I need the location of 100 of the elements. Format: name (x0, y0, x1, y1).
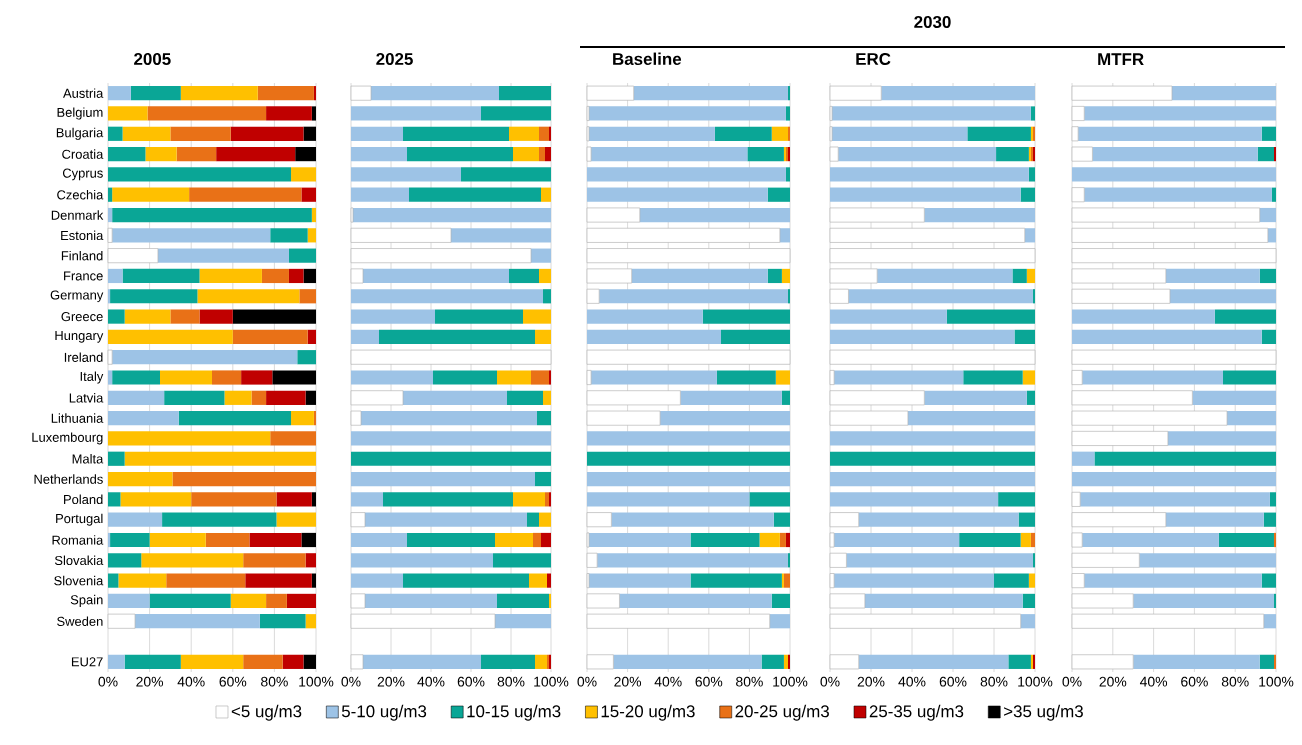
bar (834, 370, 964, 385)
bar (714, 126, 772, 141)
bar (702, 309, 791, 324)
x-tick-label: 40% (417, 676, 445, 687)
bar (435, 309, 524, 324)
y-tick-label: Cyprus (62, 168, 103, 181)
bar (301, 187, 316, 202)
bar (1169, 289, 1277, 304)
bar (549, 126, 552, 141)
bar (541, 532, 552, 548)
bar (124, 309, 171, 324)
bar (297, 350, 316, 365)
legend-label: 15-20 ug/m3 (601, 704, 695, 721)
bar (261, 268, 289, 284)
bar (829, 126, 833, 142)
bar (829, 146, 839, 162)
bar (451, 228, 552, 243)
x-tick-label: 60% (695, 676, 723, 687)
bar (545, 492, 550, 507)
bar (481, 106, 552, 121)
bar (1133, 593, 1274, 609)
bar (1071, 248, 1277, 264)
bar (110, 289, 198, 304)
bar (170, 126, 231, 141)
bar (994, 573, 1029, 588)
bar (1028, 573, 1036, 588)
bar (1192, 390, 1277, 405)
bar (166, 573, 246, 588)
bar (539, 512, 552, 527)
bar (1012, 268, 1027, 284)
bar (108, 289, 111, 304)
bar (350, 268, 364, 284)
bar (1263, 614, 1277, 629)
bar (311, 207, 316, 223)
bar (276, 492, 312, 507)
bar (1030, 106, 1036, 121)
bar (497, 370, 532, 385)
bar (1072, 471, 1277, 487)
bar (587, 329, 721, 344)
bar (761, 654, 784, 669)
bar (245, 573, 312, 588)
bar (589, 573, 691, 588)
bar (1080, 492, 1270, 507)
bar (597, 553, 788, 568)
bar (108, 390, 165, 405)
bar (619, 593, 772, 609)
bar (660, 411, 791, 426)
bar (407, 532, 496, 548)
bar (690, 573, 782, 588)
bar (162, 512, 277, 527)
bar (108, 593, 150, 609)
bar (785, 532, 791, 548)
bar (108, 268, 123, 284)
bar (403, 390, 508, 405)
y-tick-label: EU27 (71, 657, 103, 667)
y-tick-label: Slovenia (54, 575, 104, 586)
bar (586, 573, 590, 589)
bar (832, 126, 968, 141)
bar (1092, 146, 1258, 162)
bar (829, 532, 835, 548)
bar (1020, 614, 1036, 629)
legend-label: <5 ug/m3 (231, 704, 302, 721)
bar (124, 451, 316, 466)
bar (180, 654, 244, 669)
bar (539, 268, 552, 284)
bar (403, 573, 530, 588)
bar (350, 349, 552, 365)
bar (829, 390, 925, 406)
bar (1133, 654, 1260, 669)
y-tick-label: Finland (61, 250, 103, 261)
bar (547, 573, 552, 588)
bar (830, 451, 1036, 466)
x-tick-label: 20% (377, 676, 405, 687)
bar (257, 86, 314, 101)
legend-label: 10-15 ug/m3 (467, 704, 561, 721)
bar (1071, 532, 1083, 548)
legend-label: >35 ug/m3 (1004, 704, 1083, 721)
bar (351, 167, 462, 182)
bar (587, 431, 791, 446)
bar (829, 207, 925, 223)
bar (351, 431, 552, 446)
bar (365, 593, 498, 609)
bar (363, 268, 510, 284)
bar (1273, 593, 1277, 609)
bar (834, 532, 960, 548)
bar (286, 593, 316, 609)
bar (108, 451, 125, 466)
bar (350, 613, 496, 629)
bar (266, 593, 287, 609)
bar (495, 532, 534, 548)
bar (1024, 228, 1036, 243)
bar (586, 227, 781, 243)
bar (586, 613, 771, 629)
y-tick-label: Luxembourg (32, 432, 103, 445)
bar (586, 390, 681, 406)
bar (1084, 573, 1262, 588)
y-tick-label: Belgium (57, 107, 103, 120)
bar (1273, 532, 1277, 548)
bar (1020, 187, 1036, 202)
bar (507, 390, 544, 405)
